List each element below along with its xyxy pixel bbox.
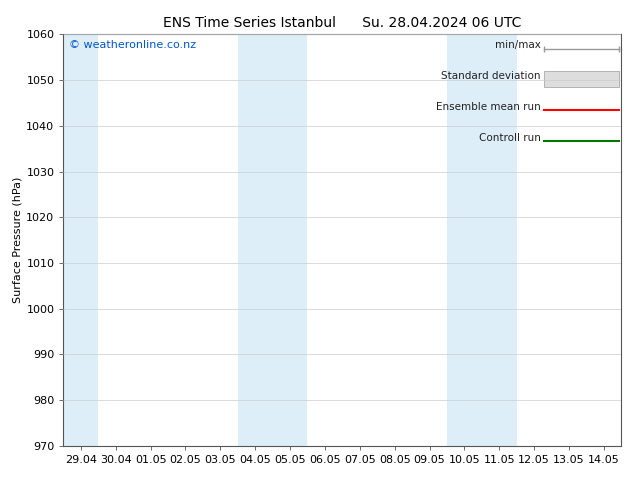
Text: min/max: min/max	[495, 41, 540, 50]
Bar	[273, 34, 307, 446]
Text: Ensemble mean run: Ensemble mean run	[436, 102, 540, 112]
Y-axis label: Surface Pressure (hPa): Surface Pressure (hPa)	[12, 177, 22, 303]
Text: © weatheronline.co.nz: © weatheronline.co.nz	[69, 41, 196, 50]
Title: ENS Time Series Istanbul      Su. 28.04.2024 06 UTC: ENS Time Series Istanbul Su. 28.04.2024 …	[163, 16, 522, 30]
Text: Standard deviation: Standard deviation	[441, 72, 540, 81]
Bar	[238, 34, 273, 446]
Bar	[447, 34, 517, 446]
Bar	[63, 34, 98, 446]
Text: Controll run: Controll run	[479, 133, 540, 143]
FancyBboxPatch shape	[545, 72, 619, 87]
